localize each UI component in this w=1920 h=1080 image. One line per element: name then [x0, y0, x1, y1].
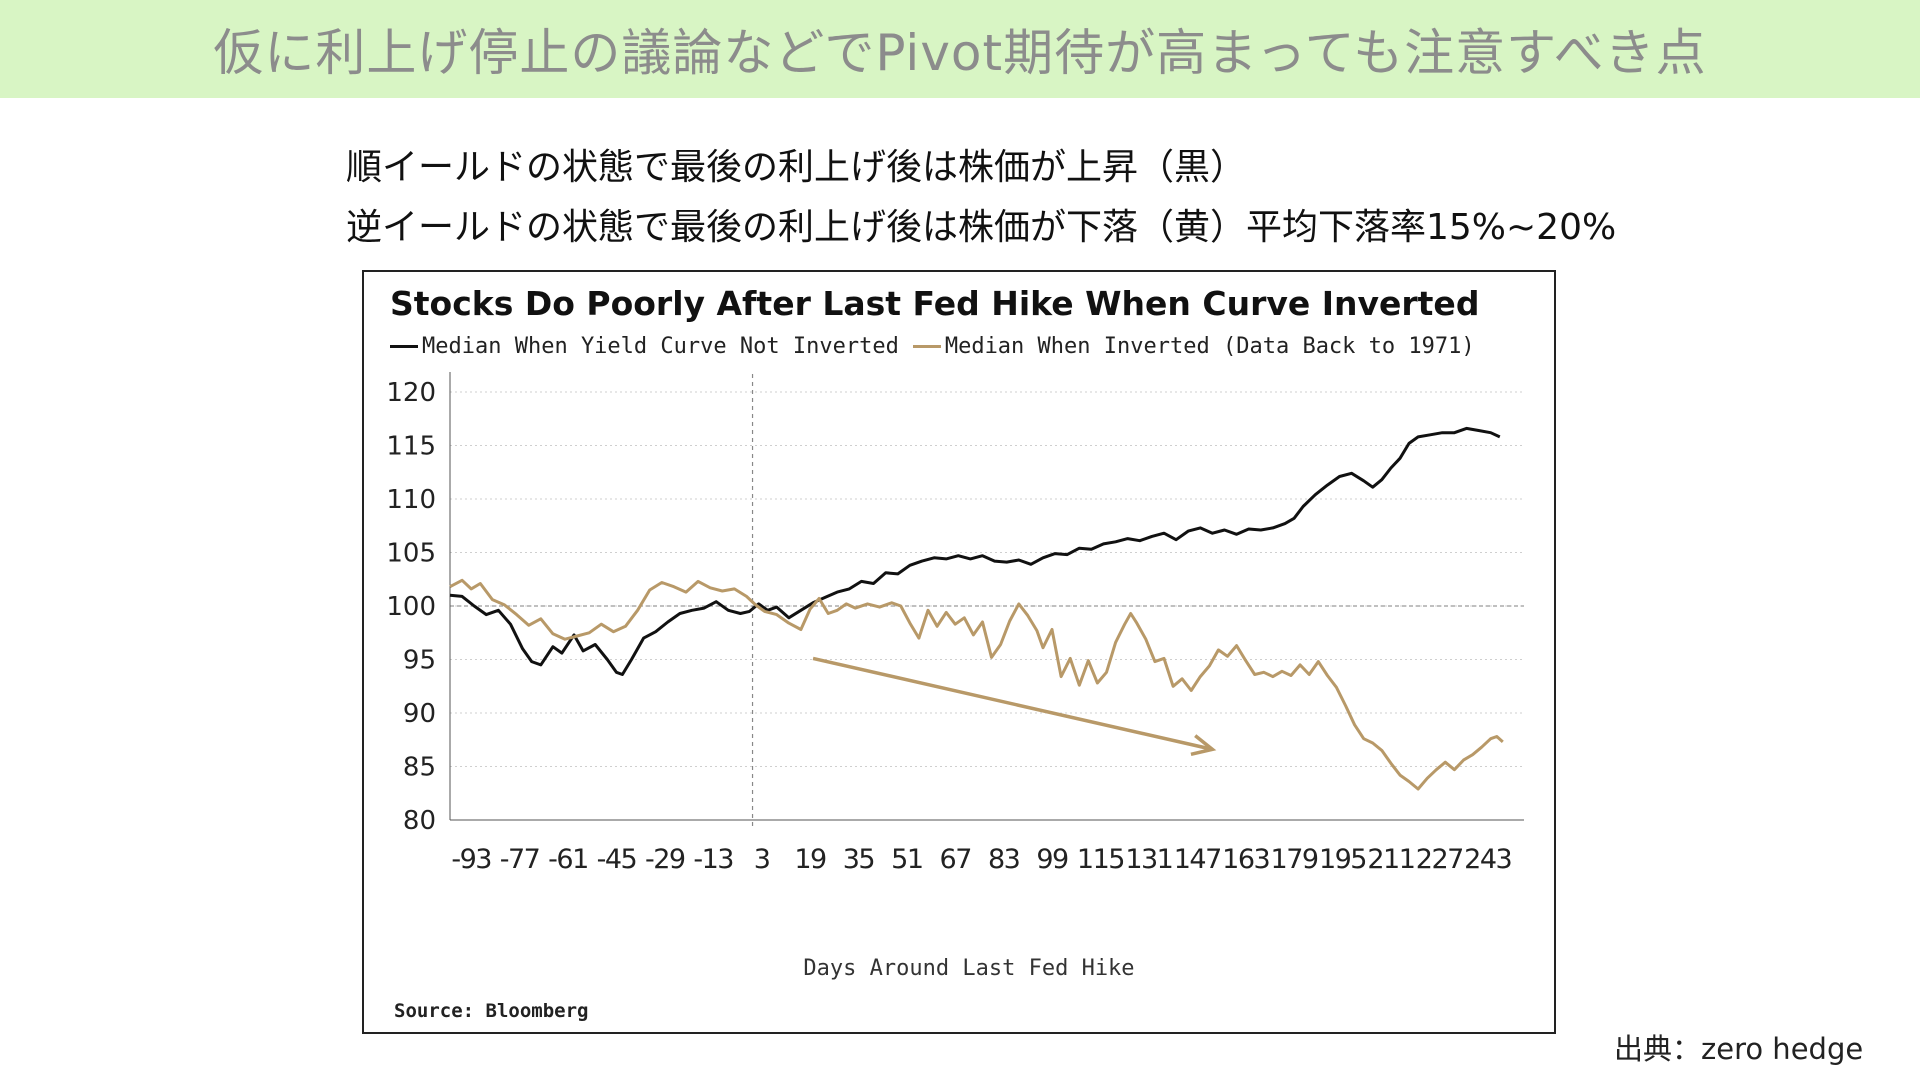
- x-tick-label: 195: [1319, 844, 1366, 875]
- chart-title: Stocks Do Poorly After Last Fed Hike Whe…: [390, 284, 1480, 323]
- x-tick-label: -61: [548, 844, 588, 875]
- subtitle-line-2: 逆イールドの状態で最後の利上げ後は株価が下落（黄）平均下落率15%~20%: [346, 207, 1617, 248]
- legend-swatch-not-inverted: [390, 345, 418, 348]
- source-credit: 出典：zero hedge: [1614, 1032, 1864, 1066]
- y-tick-label: 115: [386, 432, 436, 462]
- chart-source: Source: Bloomberg: [394, 1000, 589, 1022]
- x-tick-label: 51: [891, 844, 922, 875]
- x-tick-label: 147: [1174, 844, 1221, 875]
- series-line-inverted: [449, 578, 1504, 791]
- x-tick-label: 227: [1416, 844, 1463, 875]
- x-tick-label: 19: [794, 844, 826, 875]
- x-tick-label: 3: [754, 844, 770, 875]
- y-tick-label: 80: [403, 806, 436, 836]
- x-tick-label: 115: [1077, 844, 1124, 875]
- trend-arrow-shaft: [812, 656, 1213, 752]
- subtitle-line-1: 順イールドの状態で最後の利上げ後は株価が上昇（黒）: [346, 147, 1247, 188]
- x-tick-label: -77: [500, 844, 540, 875]
- y-tick-label: 95: [403, 646, 436, 676]
- legend-item-not-inverted: Median When Yield Curve Not Inverted: [390, 334, 899, 359]
- x-tick-label: -13: [693, 844, 733, 875]
- x-axis-title: Days Around Last Fed Hike: [803, 956, 1135, 981]
- x-tick-label: 67: [940, 844, 971, 875]
- y-tick-label: 100: [386, 592, 436, 622]
- x-tick-label: -29: [645, 844, 685, 875]
- x-tick-label: -93: [451, 844, 491, 875]
- series-line-not-inverted: [449, 426, 1501, 676]
- x-tick-label: 131: [1125, 844, 1172, 875]
- y-tick-label: 85: [403, 753, 436, 783]
- legend-item-inverted: Median When Inverted (Data Back to 1971): [912, 334, 1475, 359]
- legend-label-inverted: Median When Inverted (Data Back to 1971): [944, 334, 1475, 359]
- header-banner: 仮に利上げ停止の議論などでPivot期待が高まっても注意すべき点: [0, 0, 1920, 98]
- x-tick-label: 163: [1222, 844, 1269, 875]
- y-tick-label: 120: [386, 378, 436, 408]
- trend-arrow-head: [1190, 734, 1217, 757]
- x-tick-label: 243: [1464, 844, 1511, 875]
- x-tick-label: -45: [597, 844, 637, 875]
- x-tick-label: 211: [1367, 844, 1414, 875]
- x-tick-label: 83: [988, 844, 1020, 875]
- legend-swatch-inverted: [912, 345, 941, 348]
- page-title: 仮に利上げ停止の議論などでPivot期待が高まっても注意すべき点: [213, 24, 1707, 82]
- y-tick-label: 110: [386, 485, 436, 515]
- y-tick-label: 90: [403, 699, 436, 729]
- y-tick-label: 105: [386, 539, 436, 569]
- x-tick-label: 35: [843, 844, 874, 875]
- chart-legend: Median When Yield Curve Not Inverted Med…: [390, 334, 1489, 359]
- x-tick-label: 99: [1036, 844, 1068, 875]
- x-tick-label: 179: [1271, 844, 1318, 875]
- chart-frame: Stocks Do Poorly After Last Fed Hike Whe…: [362, 270, 1556, 1034]
- chart-plot: 80 85 90 95 100 105 110 115 120 -93 -77 -61 -45 -29 -1…: [386, 372, 1524, 875]
- legend-label-not-inverted: Median When Yield Curve Not Inverted: [422, 334, 899, 359]
